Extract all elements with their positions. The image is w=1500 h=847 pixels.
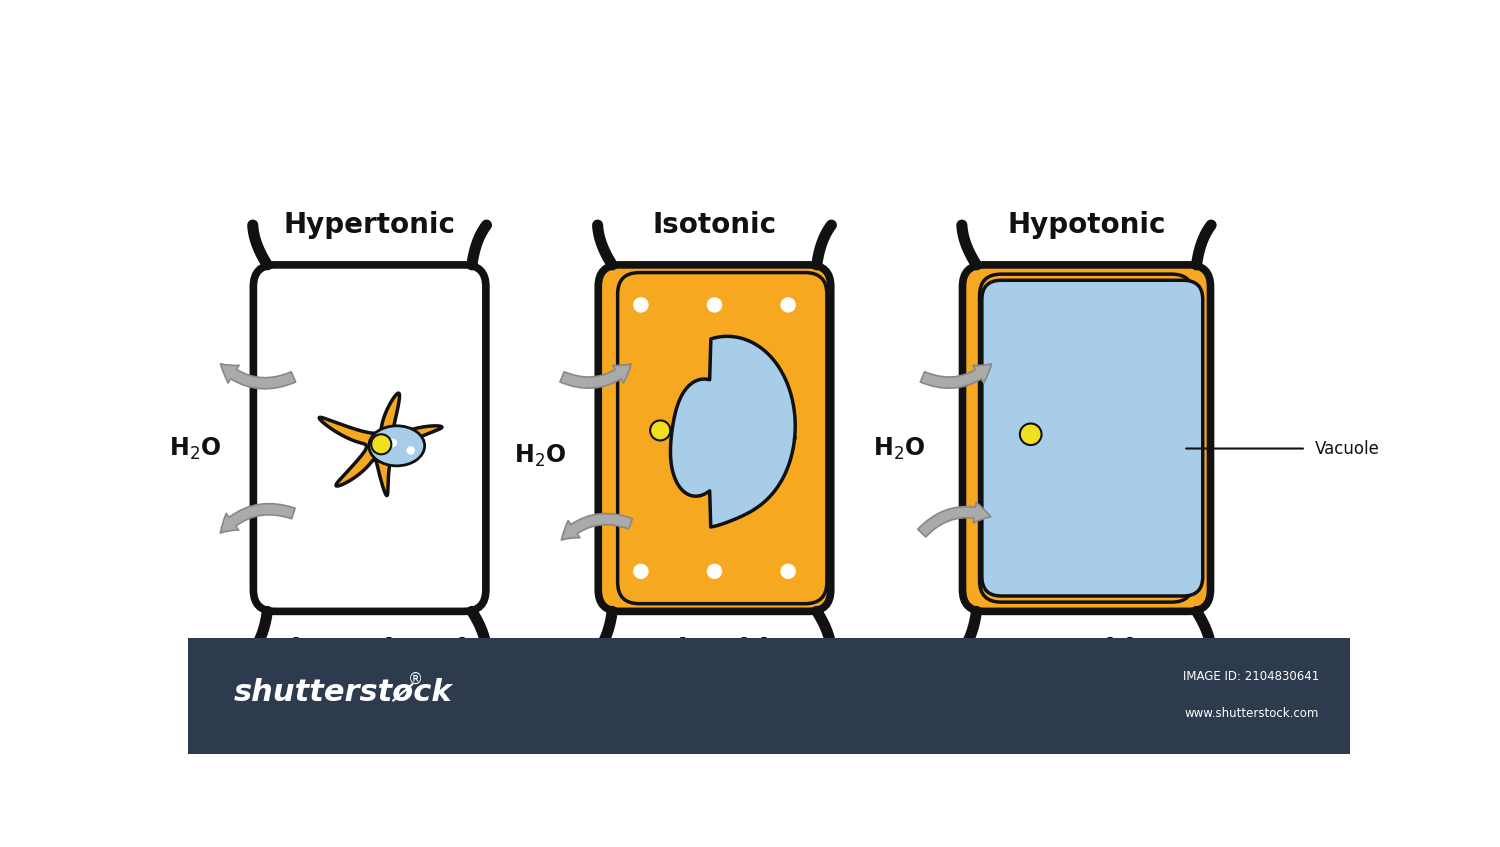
FancyArrowPatch shape — [921, 364, 992, 388]
Text: Turgid: Turgid — [1036, 638, 1136, 666]
Text: shutterstøck: shutterstøck — [234, 678, 453, 706]
Circle shape — [993, 297, 1010, 313]
FancyBboxPatch shape — [963, 265, 1210, 612]
Text: Hypotonic: Hypotonic — [1008, 211, 1166, 239]
FancyArrowPatch shape — [918, 502, 992, 537]
FancyBboxPatch shape — [982, 280, 1203, 596]
Text: Vacuole: Vacuole — [1316, 440, 1380, 457]
Ellipse shape — [369, 426, 424, 466]
FancyArrowPatch shape — [220, 364, 296, 389]
Circle shape — [370, 435, 392, 454]
Text: H$_2$O: H$_2$O — [170, 435, 222, 462]
Polygon shape — [670, 336, 795, 527]
Circle shape — [388, 439, 398, 447]
Circle shape — [650, 420, 670, 440]
Text: H$_2$O: H$_2$O — [873, 435, 925, 462]
FancyBboxPatch shape — [598, 265, 831, 612]
Text: H$_2$O: H$_2$O — [514, 442, 566, 468]
FancyBboxPatch shape — [980, 274, 1194, 602]
Polygon shape — [320, 393, 442, 495]
Circle shape — [406, 446, 416, 455]
Circle shape — [1020, 424, 1041, 445]
FancyBboxPatch shape — [254, 265, 486, 612]
Text: Hypertonic: Hypertonic — [284, 211, 456, 239]
Circle shape — [1164, 563, 1179, 579]
FancyArrowPatch shape — [561, 513, 633, 540]
Circle shape — [1078, 563, 1094, 579]
Circle shape — [780, 297, 796, 313]
Text: IMAGE ID: 2104830641: IMAGE ID: 2104830641 — [1182, 670, 1318, 684]
Circle shape — [706, 297, 723, 313]
Text: Flaccid: Flaccid — [660, 638, 770, 666]
Circle shape — [780, 563, 796, 579]
Text: Isotonic: Isotonic — [652, 211, 777, 239]
Circle shape — [993, 563, 1010, 579]
Circle shape — [1164, 297, 1179, 313]
Circle shape — [633, 563, 648, 579]
Text: ®: ® — [408, 672, 423, 687]
Text: www.shutterstock.com: www.shutterstock.com — [1185, 706, 1318, 719]
FancyArrowPatch shape — [560, 364, 632, 388]
Circle shape — [1078, 297, 1094, 313]
Circle shape — [633, 297, 648, 313]
Text: Plasmolyzed: Plasmolyzed — [272, 638, 468, 666]
Bar — [188, 639, 1350, 754]
FancyArrowPatch shape — [220, 504, 296, 533]
Circle shape — [706, 563, 723, 579]
FancyBboxPatch shape — [618, 273, 827, 604]
